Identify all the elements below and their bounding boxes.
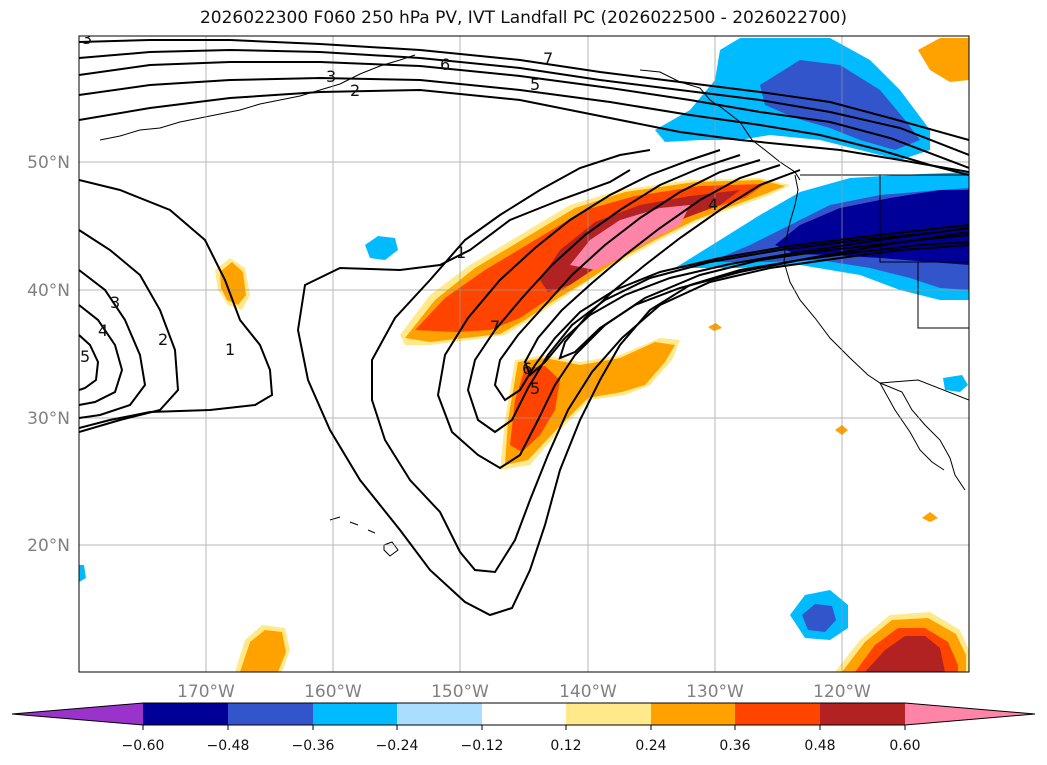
colorbar-tick-label: −0.12 xyxy=(461,738,504,754)
negative-anomaly-edge xyxy=(79,565,86,582)
colorbar-over-arrow xyxy=(905,703,1035,725)
positive-anomaly-ar-pink xyxy=(570,205,690,270)
colorbar-segment xyxy=(735,703,820,725)
coastline-baja xyxy=(879,382,945,471)
map-title: 2026022300 F060 250 hPa PV, IVT Landfall… xyxy=(199,8,847,28)
pv-contour-jet-2 xyxy=(79,76,969,176)
contour-label: 4 xyxy=(708,195,718,214)
latitude-labels: 20°N 30°N 40°N 50°N xyxy=(27,153,70,556)
longitude-labels: 170°W 160°W 150°W 140°W 130°W 120°W xyxy=(177,682,871,702)
contour-label: 6 xyxy=(440,55,450,74)
contour-label: 2 xyxy=(350,81,360,100)
contour-label: 7 xyxy=(490,317,500,336)
pv-contour-left-1 xyxy=(79,179,274,429)
colorbar-segment xyxy=(313,703,397,725)
pv-contour-3 xyxy=(436,149,969,470)
lon-label: 160°W xyxy=(304,682,362,702)
pv-contour-jet-1 xyxy=(79,88,969,173)
colorbar-segment xyxy=(820,703,905,725)
pv-contours xyxy=(79,39,969,617)
lat-label: 50°N xyxy=(27,153,70,173)
colorbar-segment xyxy=(482,703,566,725)
pv-contour-left-3 xyxy=(79,269,147,419)
pv-contour-left-5 xyxy=(79,334,100,391)
contour-label: 5 xyxy=(530,75,540,94)
colorbar-segment xyxy=(397,703,482,725)
coastline-alaska xyxy=(639,69,801,181)
graticule xyxy=(79,36,969,672)
colorbar-tick-label: 0.48 xyxy=(804,738,835,754)
pv-contour-jet-5 xyxy=(79,39,969,141)
contour-label: 5 xyxy=(530,379,540,398)
lat-label: 40°N xyxy=(27,281,70,301)
contour-label: 5 xyxy=(80,347,90,366)
colorbar-tick-label: 0.60 xyxy=(889,738,920,754)
lon-label: 150°W xyxy=(431,682,489,702)
colorbar-segment xyxy=(143,703,228,725)
colorbar-tick-label: 0.12 xyxy=(550,738,581,754)
positive-anomaly-small-1-core xyxy=(220,262,246,305)
negative-anomaly-south-core xyxy=(802,604,836,632)
lat-label: 30°N xyxy=(27,409,70,429)
colorbar-under-arrow xyxy=(12,703,143,725)
contour-label: 3 xyxy=(82,29,92,48)
colorbar-segment xyxy=(228,703,313,725)
plot-frame xyxy=(78,35,970,673)
colorbar-tick-label: −0.48 xyxy=(207,738,250,754)
colorbar-tick-label: −0.24 xyxy=(376,738,419,754)
contour-label: 1 xyxy=(225,340,235,359)
coastlines xyxy=(99,54,969,557)
hawaii-islands xyxy=(329,516,399,557)
lon-label: 130°W xyxy=(686,682,744,702)
negative-anomaly-small-1 xyxy=(365,236,398,260)
pv-contour-jet-4 xyxy=(79,48,969,156)
positive-anomaly-southeast-dark xyxy=(865,636,945,672)
colorbar-tick-label: 0.36 xyxy=(719,738,750,754)
lon-label: 120°W xyxy=(813,682,871,702)
contour-label: 2 xyxy=(158,330,168,349)
negative-anomaly-small-2 xyxy=(943,375,968,392)
colorbar-ticks xyxy=(142,725,906,730)
pv-contour-2 xyxy=(371,149,969,574)
contour-label: 3 xyxy=(110,293,120,312)
pv-contour-5 xyxy=(493,159,969,402)
colorbar: −0.60 −0.48 −0.36 −0.24 −0.12 0.12 0.24 … xyxy=(11,702,1036,754)
lon-label: 140°W xyxy=(559,682,617,702)
pv-contour-6 xyxy=(523,164,969,377)
positive-anomaly-tiny-3 xyxy=(922,512,938,522)
lon-label: 170°W xyxy=(177,682,235,702)
positive-anomaly-northeast xyxy=(918,38,969,82)
pv-contour-jet-3 xyxy=(79,61,969,169)
lat-label: 20°N xyxy=(27,536,70,556)
contour-label: 6 xyxy=(522,359,532,378)
contour-label: 7 xyxy=(543,49,553,68)
contour-label: 3 xyxy=(326,67,336,86)
aleutian-islands xyxy=(99,54,416,141)
border-us-mexico xyxy=(879,379,969,401)
positive-anomaly-southwest-core xyxy=(240,630,286,672)
colorbar-tick-label: −0.36 xyxy=(292,738,335,754)
negative-anomaly-west-us-core xyxy=(775,190,969,265)
coastline-north-america xyxy=(783,174,966,491)
border-state-2 xyxy=(917,262,969,329)
colorbar-tick-label: −0.60 xyxy=(122,738,165,754)
colorbar-tick-label: 0.24 xyxy=(635,738,666,754)
pv-contour-7 xyxy=(558,169,969,360)
pv-contour-left-2 xyxy=(79,229,180,433)
pv-contour-left-4 xyxy=(79,304,124,406)
colorbar-segment xyxy=(566,703,651,725)
contour-label: 1 xyxy=(456,243,466,262)
plot-area: 1 1 2 3 4 5 2 3 5 6 7 4 5 6 7 3 xyxy=(79,29,969,672)
contour-label: 4 xyxy=(98,321,108,340)
contour-labels: 1 1 2 3 4 5 2 3 5 6 7 4 5 6 7 3 xyxy=(80,29,718,398)
colorbar-segment xyxy=(651,703,735,725)
pv-contour-4 xyxy=(466,154,969,434)
border-state-1 xyxy=(879,175,969,263)
